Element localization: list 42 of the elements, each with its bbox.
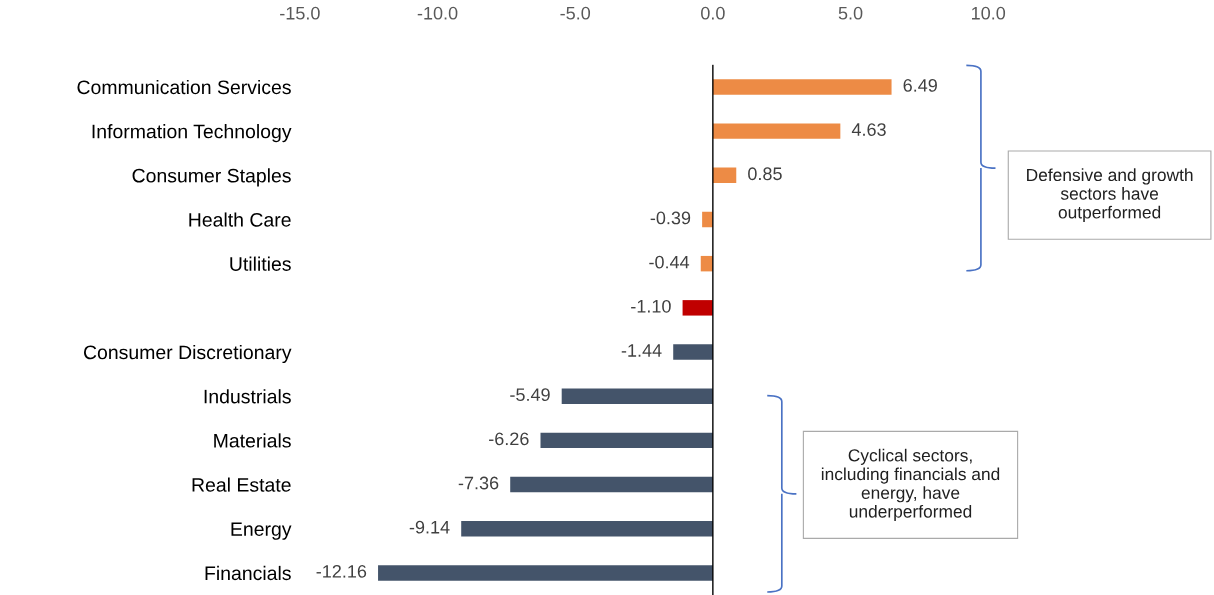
data-label: -6.26 — [489, 432, 529, 446]
y-tick-label: Health Care — [189, 212, 291, 227]
bar — [712, 167, 737, 184]
x-tick-label: -5.0 — [560, 6, 591, 20]
y-tick-label: Real Estate — [192, 477, 291, 492]
data-label: -12.16 — [316, 564, 367, 578]
data-label: 4.63 — [851, 123, 886, 136]
x-tick-label: 10.0 — [972, 6, 1006, 20]
text: Defensive and growth sectors have outperformed — [1027, 168, 1193, 222]
bar — [540, 432, 713, 449]
bar — [461, 521, 713, 537]
data-label: -0.39 — [650, 211, 691, 225]
bar — [561, 388, 713, 404]
y-tick-label: Financials — [205, 565, 291, 581]
x-tick-label: 5.0 — [838, 6, 863, 20]
data-label: 0.85 — [748, 167, 782, 181]
data-label: -0.44 — [649, 255, 690, 269]
data-label: 6.49 — [903, 79, 937, 92]
x-tick-label: -10.0 — [417, 6, 458, 20]
data-label: -1.10 — [631, 299, 671, 313]
bar — [712, 79, 892, 95]
bar — [682, 300, 713, 316]
y-tick-label: Industrials — [204, 389, 291, 404]
data-label: -7.36 — [458, 476, 499, 490]
y-tick-label: Materials — [214, 433, 291, 448]
x-tick-label: -15.0 — [280, 6, 320, 20]
y-tick-label: Communication Services — [77, 79, 291, 95]
x-tick-label: 0.0 — [701, 6, 725, 20]
bar — [712, 123, 841, 139]
y-tick-label: Consumer Staples — [132, 168, 291, 187]
bar — [378, 565, 713, 581]
bar — [673, 344, 713, 360]
bar — [702, 211, 713, 228]
data-label: -5.49 — [510, 388, 550, 402]
annotation: Cyclical sectors, including financials and energy, have underperformed — [821, 448, 1000, 522]
y-tick-label: Information Technology — [92, 124, 292, 143]
data-label: -9.14 — [409, 520, 450, 534]
y-tick-label: Energy — [231, 522, 292, 540]
y-tick-label: Utilities — [230, 256, 291, 271]
y-tick-label: Consumer Discretionary — [83, 344, 292, 364]
bar — [510, 476, 713, 493]
data-label: -1.44 — [621, 344, 662, 357]
